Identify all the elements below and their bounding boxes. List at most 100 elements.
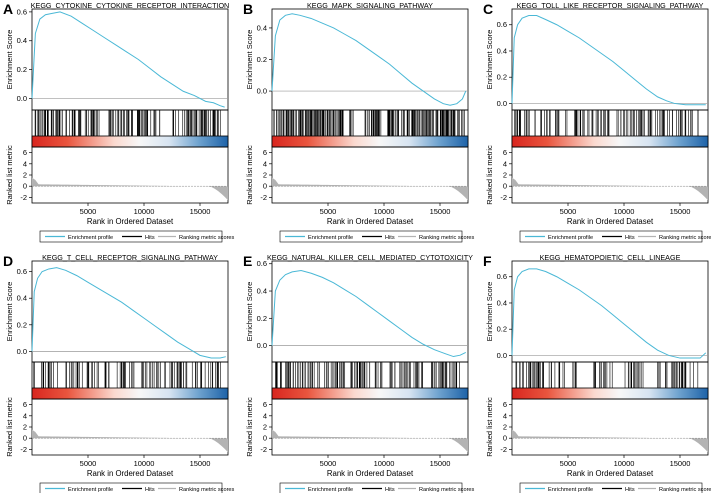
es-y-axis-label: Enrichment Score: [245, 282, 254, 342]
es-y-tick-label: 0.4: [257, 23, 267, 32]
es-y-tick-label: 0.0: [17, 94, 27, 103]
es-y-tick-label: 0.2: [17, 320, 27, 329]
es-y-tick-label: 0.2: [257, 314, 267, 323]
x-tick-label: 10000: [374, 459, 395, 468]
metric-y-tick-label: 6: [263, 400, 267, 409]
metric-y-axis-label: Ranked list metric: [245, 397, 254, 457]
x-axis-label: Rank in Ordered Dataset: [567, 217, 654, 226]
legend-enrichment-label: Enrichment profile: [548, 235, 593, 241]
metric-y-tick-label: 0: [263, 434, 267, 443]
x-tick-label: 15000: [190, 207, 211, 216]
metric-y-tick-label: -2: [260, 193, 267, 202]
metric-y-axis-label: Ranked list metric: [485, 397, 494, 457]
chart-title: KEGG_HEMATOPOIETIC_CELL_LINEAGE: [540, 253, 681, 262]
metric-plot-frame: [511, 146, 709, 204]
metric-y-tick-label: 6: [263, 148, 267, 157]
es-y-tick-label: 0.0: [497, 351, 507, 360]
x-tick-label: 5000: [320, 207, 337, 216]
panel-letter: D: [3, 253, 13, 269]
metric-plot-frame: [31, 398, 229, 456]
x-tick-label: 15000: [190, 459, 211, 468]
es-y-tick-label: 0.6: [17, 267, 27, 276]
panel-letter: E: [243, 253, 252, 269]
panel-letter: C: [483, 1, 493, 17]
es-y-axis-label: Enrichment Score: [485, 30, 494, 90]
metric-y-tick-label: 2: [503, 423, 507, 432]
es-plot-frame: [271, 8, 469, 111]
es-y-tick-label: 0.2: [497, 73, 507, 82]
x-axis-label: Rank in Ordered Dataset: [567, 469, 654, 478]
es-plot-frame: [31, 8, 229, 111]
panel-c: C KEGG_TOLL_LIKE_RECEPTOR_SIGNALING_PATHW…: [483, 1, 711, 243]
legend-enrichment-label: Enrichment profile: [548, 487, 593, 493]
es-y-tick-label: 0.4: [17, 36, 27, 45]
legend-hits-label: Hits: [145, 487, 155, 493]
legend-enrichment-label: Enrichment profile: [308, 487, 353, 493]
es-y-tick-label: 0.6: [17, 7, 27, 16]
metric-y-tick-label: 4: [23, 159, 27, 168]
es-y-tick-label: 0.2: [17, 65, 27, 74]
metric-y-tick-label: 0: [503, 182, 507, 191]
legend-enrichment-label: Enrichment profile: [68, 235, 113, 241]
legend-hits-label: Hits: [625, 235, 635, 241]
metric-y-tick-label: 0: [23, 182, 27, 191]
es-plot-frame: [511, 260, 709, 363]
rank-color-strip: [271, 387, 469, 400]
legend-metric-label: Ranking metric scores: [179, 235, 235, 241]
x-axis-label: Rank in Ordered Dataset: [87, 469, 174, 478]
legend: Enrichment profile Hits Ranking metric sco…: [519, 482, 711, 493]
x-tick-label: 5000: [80, 459, 97, 468]
legend-hits-label: Hits: [385, 235, 395, 241]
es-y-tick-label: 0.4: [497, 46, 507, 55]
rank-color-strip: [511, 387, 709, 400]
es-y-tick-label: 0.4: [17, 294, 27, 303]
es-y-axis-label: Enrichment Score: [5, 30, 14, 90]
metric-y-tick-label: 4: [23, 411, 27, 420]
hits-group: [273, 110, 466, 136]
es-y-tick-label: 0.0: [257, 341, 267, 350]
hits-group: [514, 110, 699, 136]
ranking-metric-area: [32, 177, 228, 201]
panel-f: F KEGG_HEMATOPOIETIC_CELL_LINEAGE 0.0 0.2 0.…: [483, 253, 711, 493]
legend-metric-label: Ranking metric scores: [659, 487, 711, 493]
es-y-tick-label: 0.2: [497, 325, 507, 334]
legend-hits-label: Hits: [385, 487, 395, 493]
metric-y-tick-label: 4: [263, 411, 267, 420]
metric-y-tick-label: -2: [500, 193, 507, 202]
legend-hits-label: Hits: [625, 487, 635, 493]
es-y-tick-label: 0.0: [497, 99, 507, 108]
legend: Enrichment profile Hits Ranking metric sco…: [39, 482, 235, 493]
legend: Enrichment profile Hits Ranking metric sco…: [519, 230, 711, 243]
x-tick-label: 15000: [430, 459, 451, 468]
legend: Enrichment profile Hits Ranking metric sco…: [279, 230, 475, 243]
hits-group: [33, 362, 221, 388]
metric-y-tick-label: 6: [23, 400, 27, 409]
es-y-tick-label: 0.6: [497, 20, 507, 29]
ranking-metric-area: [512, 429, 708, 453]
es-y-tick-label: 0.6: [497, 272, 507, 281]
metric-y-tick-label: 2: [23, 171, 27, 180]
legend-enrichment-label: Enrichment profile: [68, 487, 113, 493]
es-y-tick-label: 0.4: [497, 298, 507, 307]
chart-title: KEGG_NATURAL_KILLER_CELL_MEDIATED_CYTOTO…: [267, 253, 473, 262]
legend: Enrichment profile Hits Ranking metric sco…: [279, 482, 475, 493]
panel-a: A KEGG_CYTOKINE_CYTOKINE_RECEPTOR_INTERAC…: [3, 1, 235, 243]
enrichment-profile-line: [31, 11, 225, 108]
x-tick-label: 10000: [374, 207, 395, 216]
es-plot-frame: [31, 260, 229, 363]
metric-y-axis-label: Ranked list metric: [5, 397, 14, 457]
rank-color-strip: [511, 135, 709, 148]
hits-group: [34, 110, 221, 136]
x-tick-label: 15000: [670, 459, 691, 468]
es-y-tick-label: 0.2: [257, 55, 267, 64]
es-y-axis-label: Enrichment Score: [485, 282, 494, 342]
panel-e: E KEGG_NATURAL_KILLER_CELL_MEDIATED_CYTOT…: [243, 253, 475, 493]
metric-y-tick-label: -2: [20, 193, 27, 202]
metric-y-tick-label: 6: [503, 148, 507, 157]
x-tick-label: 10000: [134, 207, 155, 216]
metric-y-tick-label: 0: [263, 182, 267, 191]
panel-letter: F: [483, 253, 492, 269]
legend-metric-label: Ranking metric scores: [419, 235, 475, 241]
x-tick-label: 15000: [670, 207, 691, 216]
chart-title: KEGG_TOLL_LIKE_RECEPTOR_SIGNALING_PATHWA…: [517, 1, 704, 10]
